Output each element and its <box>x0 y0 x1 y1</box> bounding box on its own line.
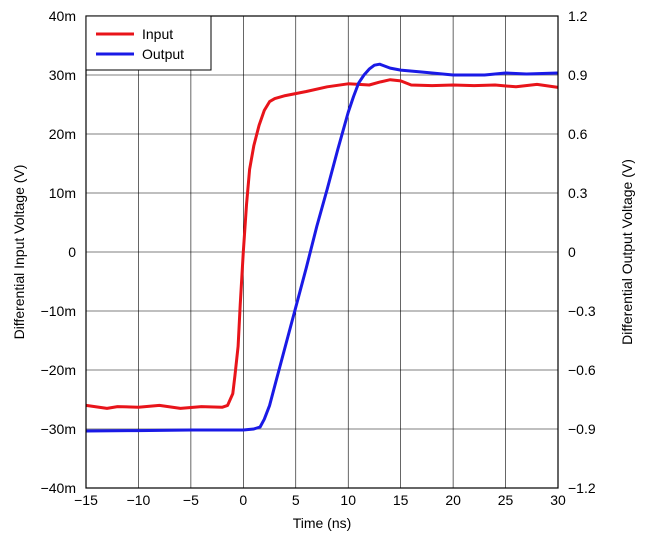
y-left-tick-label: 20m <box>49 126 76 142</box>
x-tick-label: −15 <box>74 492 98 508</box>
y-left-tick-label: 0 <box>68 244 76 260</box>
y-right-tick-label: −0.3 <box>568 303 596 319</box>
y-left-tick-label: −40m <box>41 480 76 496</box>
x-tick-label: 30 <box>550 492 566 508</box>
y-right-tick-label: 0.3 <box>568 185 588 201</box>
y-right-tick-label: 1.2 <box>568 8 588 24</box>
x-tick-label: −10 <box>127 492 151 508</box>
x-tick-label: 20 <box>445 492 461 508</box>
y-left-tick-label: 30m <box>49 67 76 83</box>
x-tick-label: 15 <box>393 492 409 508</box>
y-right-tick-label: −1.2 <box>568 480 596 496</box>
legend-box <box>85 15 212 71</box>
y-left-tick-label: −30m <box>41 421 76 437</box>
series-layer <box>85 62 559 433</box>
x-tick-label: 0 <box>239 492 247 508</box>
y-right-tick-label: 0.9 <box>568 67 588 83</box>
series-line-input <box>85 78 559 410</box>
legend-label-output: Output <box>142 46 184 62</box>
y-right-tick-label: −0.9 <box>568 421 596 437</box>
plot-frame <box>85 15 559 489</box>
x-tick-label: 10 <box>340 492 356 508</box>
tick-layer: −15 −10 −5 0 5 10 15 20 25 30 −40m −30m −20m −10m 0 10m… <box>41 8 596 508</box>
y-axis-right-label: Differential Output Voltage (V) <box>619 159 635 345</box>
y-right-tick-label: −0.6 <box>568 362 596 378</box>
x-tick-label: 5 <box>292 492 300 508</box>
y-left-tick-label: 10m <box>49 185 76 201</box>
legend-label-input: Input <box>142 26 173 42</box>
y-left-tick-label: −20m <box>41 362 76 378</box>
x-tick-label: 25 <box>498 492 514 508</box>
x-tick-label: −5 <box>183 492 199 508</box>
y-axis-left-label: Differential Input Voltage (V) <box>11 165 27 340</box>
y-right-tick-label: 0.6 <box>568 126 588 142</box>
y-right-tick-label: 0 <box>568 244 576 260</box>
y-left-tick-label: −10m <box>41 303 76 319</box>
legend: Input Output <box>85 15 212 71</box>
y-left-tick-label: 40m <box>49 8 76 24</box>
series-line-output <box>85 62 559 433</box>
x-axis-label: Time (ns) <box>293 515 352 531</box>
